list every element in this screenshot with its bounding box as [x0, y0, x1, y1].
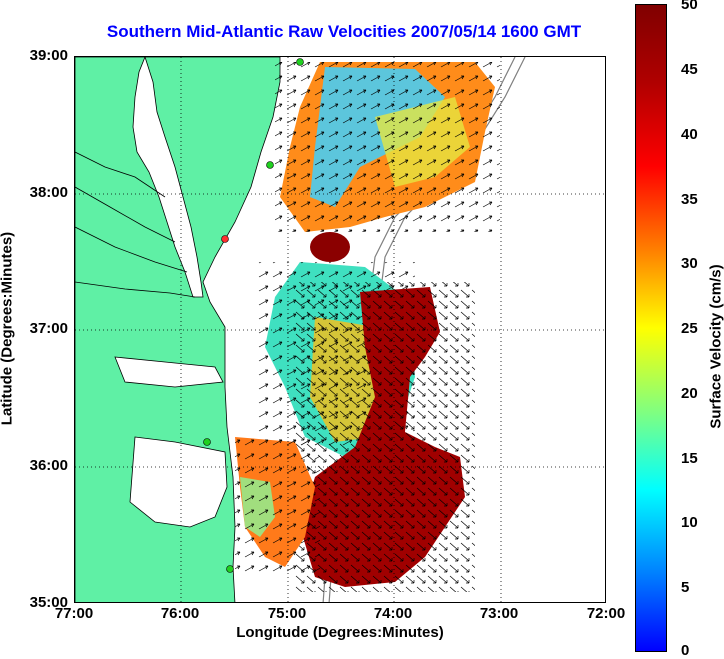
radar-station-marker	[266, 161, 274, 169]
river	[75, 186, 176, 243]
colorbar-label: Surface Velocity (cm/s)	[707, 264, 724, 429]
colorbar-tick: 30	[681, 255, 698, 272]
pamlico-sound	[129, 436, 228, 528]
x-axis-label: Longitude (Degrees:Minutes)	[236, 624, 444, 641]
radar-station-marker	[226, 565, 234, 573]
x-tick-label: 75:00	[267, 605, 307, 622]
x-tick-label: 72:00	[586, 605, 626, 622]
colorbar-tick: 0	[681, 642, 690, 659]
x-tick-label: 74:00	[373, 605, 413, 622]
albemarle-sound	[114, 356, 224, 388]
river	[75, 281, 196, 298]
velocity-arrows	[275, 62, 500, 232]
river	[75, 226, 188, 273]
y-tick-label: 37:00	[29, 320, 68, 337]
colorbar-tick: 20	[681, 385, 698, 402]
colorbar-tick: 25	[681, 320, 698, 337]
radar-station-marker	[221, 235, 229, 243]
x-tick-label: 76:00	[160, 605, 200, 622]
colorbar-tick: 50	[681, 0, 698, 13]
y-tick-label: 38:00	[29, 184, 68, 201]
x-tick-label: 73:00	[479, 605, 519, 622]
y-tick-label: 36:00	[29, 457, 68, 474]
y-axis-label: Latitude (Degrees:Minutes)	[0, 231, 16, 426]
x-tick-label: 77:00	[54, 605, 94, 622]
grid	[75, 57, 605, 602]
map-title: Southern Mid-Atlantic Raw Velocities 200…	[106, 22, 582, 41]
colorbar-tick: 10	[681, 514, 698, 531]
velocity-arrows	[295, 282, 475, 592]
radar-station-marker	[203, 438, 211, 446]
colorbar-tick: 5	[681, 579, 690, 596]
colorbar	[635, 4, 667, 652]
y-tick-label: 35:00	[29, 594, 68, 611]
map-plot-area	[74, 56, 606, 603]
radar-station-marker	[296, 58, 304, 66]
colorbar-tick: 35	[681, 191, 698, 208]
colorbar-tick: 45	[681, 61, 698, 78]
map-canvas	[75, 57, 605, 602]
colorbar-tick: 40	[681, 126, 698, 143]
velocity-hotspot	[310, 232, 350, 262]
colorbar-tick: 15	[681, 450, 698, 467]
river	[75, 151, 166, 198]
y-tick-label: 39:00	[29, 47, 68, 64]
velocity-arrows	[235, 437, 320, 572]
